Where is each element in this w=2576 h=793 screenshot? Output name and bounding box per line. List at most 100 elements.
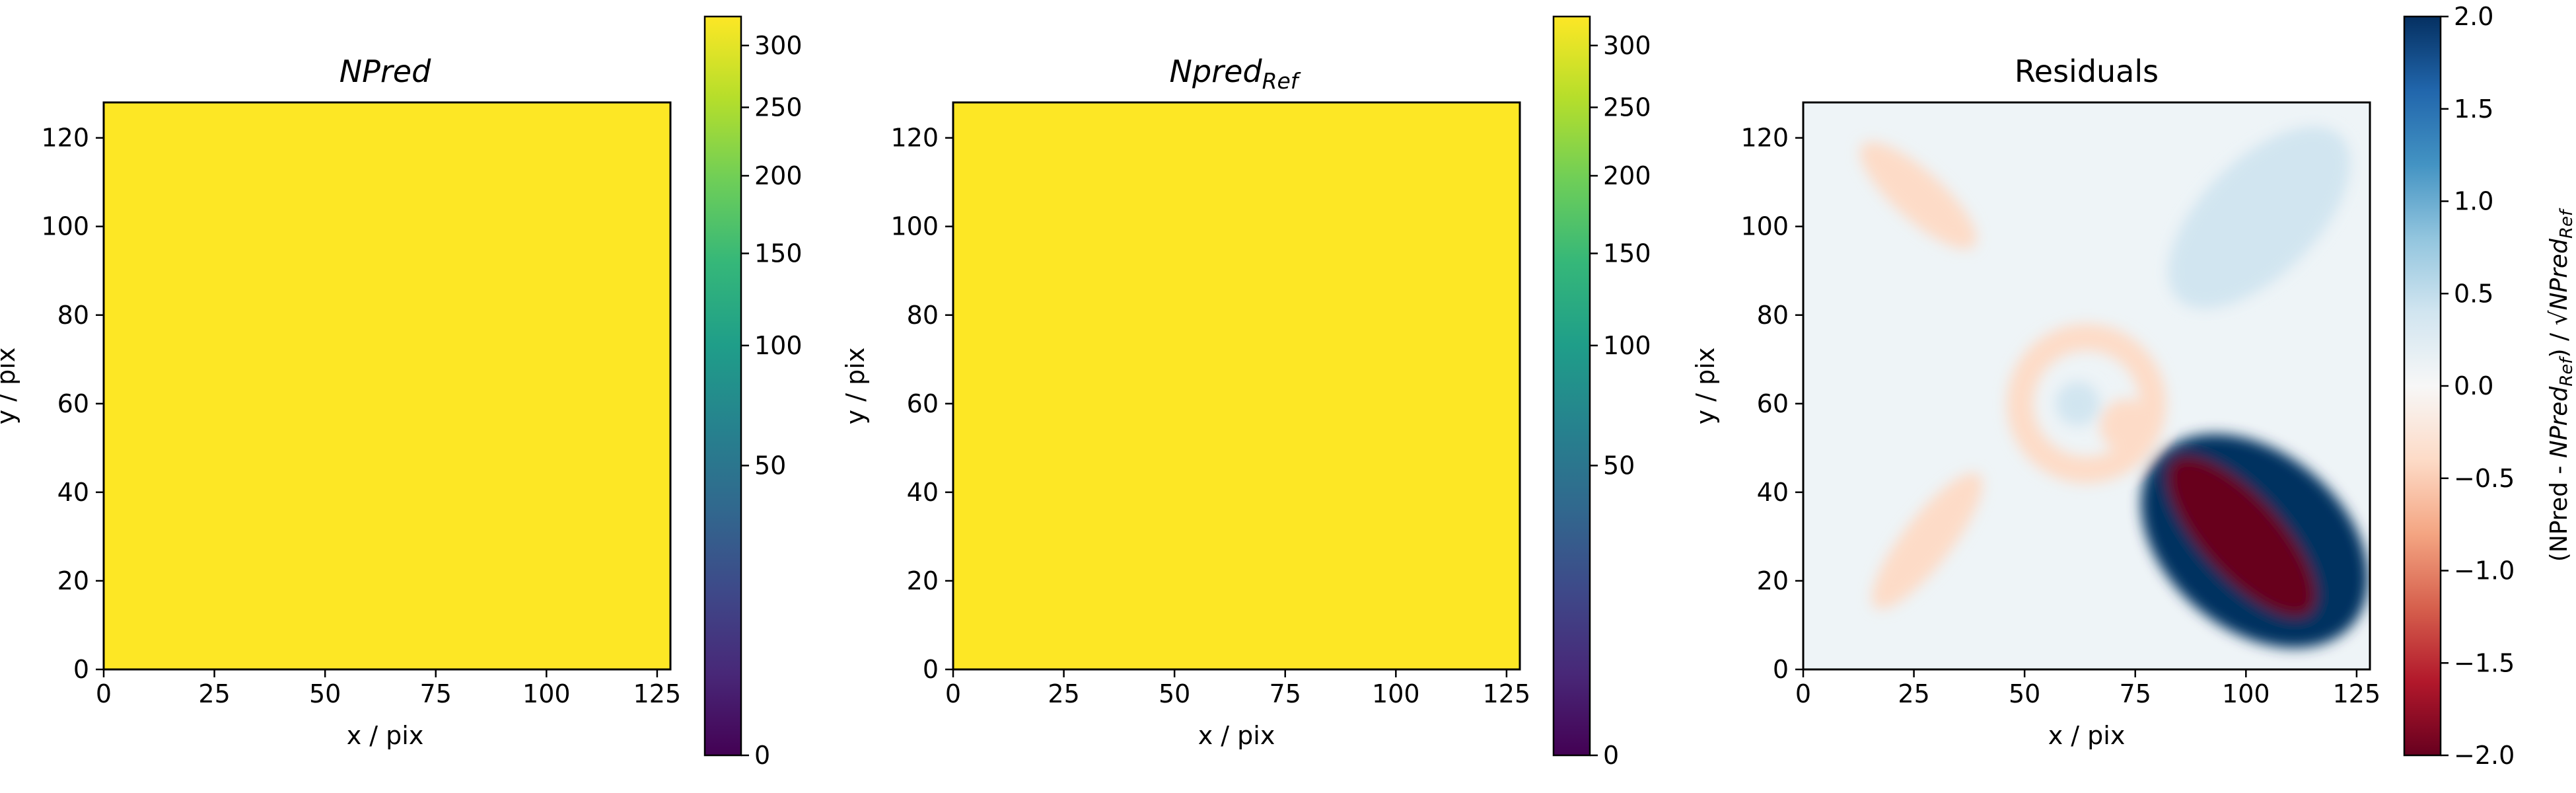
- y-tick-label: 60: [1757, 389, 1789, 418]
- y-tick-label: 20: [57, 566, 89, 595]
- heatmap-image: [952, 101, 1521, 671]
- y-tick-label: 100: [1740, 212, 1789, 241]
- colorbar-tick-label: 0: [754, 741, 770, 770]
- colorbar-tick-label: 50: [1603, 451, 1635, 480]
- x-ticks: 0 25 50 75 100 125: [945, 669, 1530, 708]
- colorbar-tick-label: 150: [754, 239, 803, 268]
- colorbar-tick-label: 250: [754, 93, 803, 122]
- y-ticks: 0 20 40 60 80 100 120: [890, 124, 953, 684]
- panel-npred: NPred 0 25 50 75 100 125 0 20 40 60 80 100 120 x / …: [0, 15, 803, 770]
- panel-residuals: Residuals 0 25 50 75 100 125 020406080100120 …: [1691, 2, 2576, 770]
- label-part: √: [2546, 310, 2573, 325]
- heatmap-image: [102, 101, 672, 671]
- y-tick-label: 20: [1757, 566, 1789, 595]
- panel-npred-ref: NpredRef 0 25 50 75 100 125 0 20 40 60 80 100 120 x…: [841, 15, 1651, 770]
- label-part: (NPred -: [2546, 458, 2573, 562]
- y-tick-label: 120: [1740, 124, 1789, 153]
- colorbar-label: (NPred - NPredRef) / √NPredRef: [2546, 208, 2576, 562]
- x-tick-label: 100: [522, 679, 571, 708]
- y-tick-label: 120: [41, 124, 89, 153]
- x-tick-label: 0: [945, 679, 961, 708]
- residual-feature: [2168, 126, 2351, 309]
- colorbar: [2403, 15, 2442, 757]
- y-axis-label: y / pix: [0, 348, 20, 425]
- y-axis-label: y / pix: [1691, 348, 1720, 425]
- x-axis-label: x / pix: [347, 721, 424, 750]
- y-tick-label: 80: [907, 301, 939, 330]
- x-tick-label: 25: [1048, 679, 1079, 708]
- x-tick-label: 50: [2009, 679, 2040, 708]
- label-part: NPred: [2546, 238, 2573, 311]
- colorbar: [703, 15, 742, 757]
- x-ticks: 0 25 50 75 100 125: [1795, 669, 2380, 708]
- y-tick-label: 0: [1773, 655, 1789, 684]
- x-tick-label: 0: [1795, 679, 1811, 708]
- colorbar-tick-label: −1.0: [2454, 556, 2515, 585]
- colorbar-tick-label: 100: [754, 331, 803, 360]
- panel-title: NPred: [340, 54, 431, 89]
- colorbar-tick-label: 1.5: [2454, 94, 2493, 124]
- y-tick-label: 20: [907, 566, 939, 595]
- label-subscript: Ref: [2557, 208, 2576, 239]
- residual-feature: [2007, 324, 2166, 484]
- x-tick-label: 100: [1372, 679, 1420, 708]
- y-tick-label: 40: [1757, 478, 1789, 507]
- x-ticks: 0 25 50 75 100 125: [96, 669, 681, 708]
- residual-features: [1860, 126, 2369, 648]
- y-axis-label: y / pix: [841, 348, 870, 425]
- residual-feature: [2056, 381, 2100, 426]
- x-tick-label: 75: [420, 679, 452, 708]
- colorbar-tick-label: 2.0: [2454, 2, 2493, 31]
- y-tick-label: 60: [57, 389, 89, 418]
- label-part: ) /: [2546, 325, 2573, 358]
- y-tick-label: 40: [57, 478, 89, 507]
- x-tick-label: 100: [2222, 679, 2270, 708]
- y-tick-label: 120: [890, 124, 939, 153]
- x-tick-label: 50: [309, 679, 341, 708]
- x-tick-label: 75: [1270, 679, 1301, 708]
- x-axis-label: x / pix: [2048, 721, 2126, 750]
- x-tick-label: 25: [198, 679, 230, 708]
- colorbar-tick-label: 200: [1603, 161, 1651, 190]
- colorbar-tick-label: −1.5: [2454, 648, 2515, 677]
- x-tick-label: 75: [2120, 679, 2151, 708]
- colorbar-tick-label: 0.5: [2454, 279, 2493, 308]
- colorbar-tick-label: 0.0: [2454, 371, 2493, 400]
- y-tick-label: 0: [73, 655, 89, 684]
- colorbar-tick-label: −2.0: [2454, 741, 2515, 770]
- y-tick-label: 100: [890, 212, 939, 241]
- heatmap-image: [1803, 102, 2370, 669]
- y-tick-label: 0: [923, 655, 939, 684]
- title-main: Npred: [1170, 54, 1263, 89]
- panel-title: Residuals: [2015, 54, 2159, 89]
- x-tick-label: 25: [1898, 679, 1929, 708]
- x-axis-label: x / pix: [1198, 721, 1275, 750]
- y-tick-label: 80: [1757, 301, 1789, 330]
- colorbar-tick-label: 1.0: [2454, 187, 2493, 216]
- y-ticks: 0 20 40 60 80 100 120: [1740, 124, 1803, 684]
- y-tick-label: 100: [41, 212, 89, 241]
- colorbar-tick-label: 250: [1603, 93, 1651, 122]
- heatmap-frame: [1802, 101, 2371, 671]
- colorbar-tick-label: 150: [1603, 239, 1651, 268]
- colorbar-tick-label: 300: [1603, 31, 1651, 60]
- colorbar-ticks: 0 50 100 150 200 250 300: [741, 31, 803, 770]
- x-tick-label: 125: [2333, 679, 2381, 708]
- colorbar-tick-label: 100: [1603, 331, 1651, 360]
- colorbar-ticks: 2.0 1.5 1.0 0.5 0.0 −0.5 −1.0 −1.5 −2.0: [2441, 2, 2515, 770]
- residual-feature: [2100, 399, 2153, 453]
- panel-title: NpredRef: [1170, 54, 1301, 94]
- x-tick-label: 125: [633, 679, 682, 708]
- label-part: NPred: [2546, 386, 2573, 459]
- x-tick-label: 125: [1483, 679, 1531, 708]
- title-subscript: Ref: [1262, 68, 1301, 94]
- x-tick-label: 0: [96, 679, 112, 708]
- colorbar-tick-label: 200: [754, 161, 803, 190]
- residual-feature: [1872, 472, 1983, 609]
- colorbar-tick-label: 0: [1603, 741, 1619, 770]
- colorbar-ticks: 0 50 100 150 200 250 300: [1590, 31, 1651, 770]
- x-tick-label: 50: [1159, 679, 1190, 708]
- y-tick-label: 60: [907, 389, 939, 418]
- y-tick-label: 80: [57, 301, 89, 330]
